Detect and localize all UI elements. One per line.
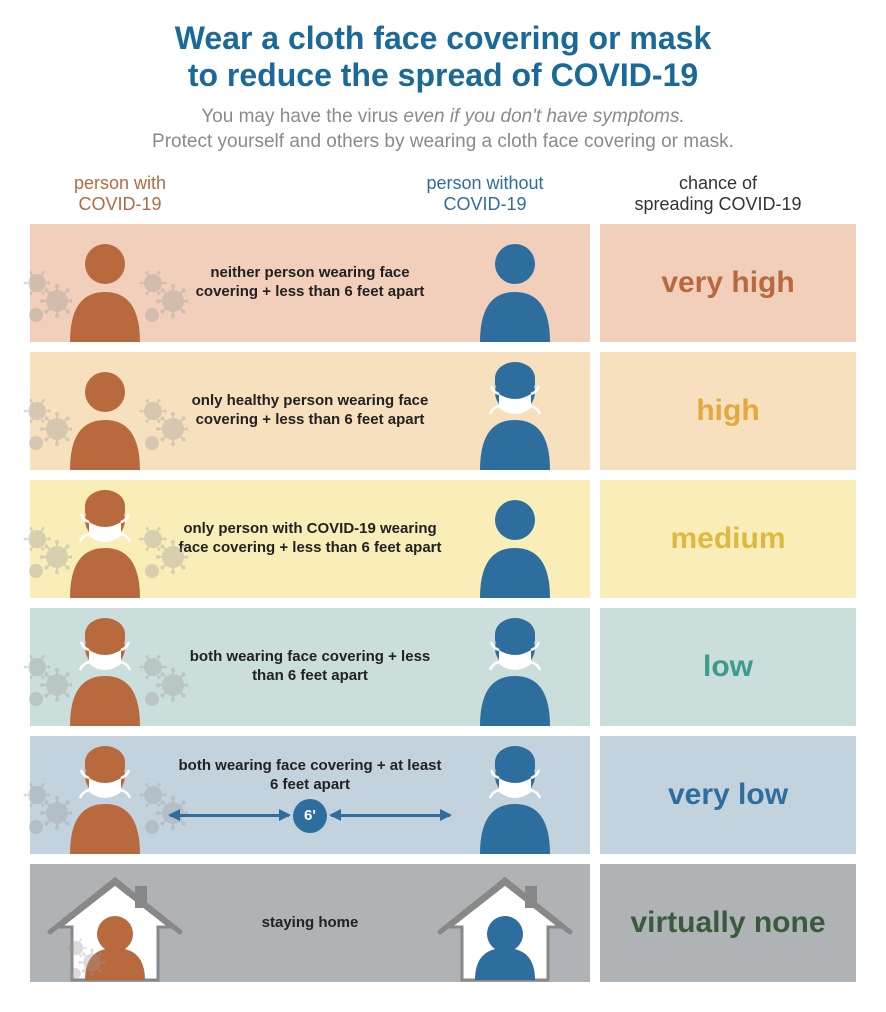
col-header-chance: chance ofspreading COVID-19 xyxy=(580,173,856,216)
house-healthy xyxy=(430,864,580,982)
person-infected xyxy=(40,352,170,470)
col-header-infected: person withCOVID-19 xyxy=(30,173,210,216)
distance-indicator: 6' xyxy=(170,799,450,833)
scenario-desc: both wearing face covering + at least 6 … xyxy=(170,757,450,795)
virus-icon xyxy=(22,519,72,594)
chance-text: virtually none xyxy=(630,906,825,940)
person-infected xyxy=(40,736,170,854)
person-healthy xyxy=(450,608,580,726)
subtitle: You may have the virus even if you don't… xyxy=(30,104,856,155)
chance-text: very high xyxy=(661,266,794,300)
person-healthy xyxy=(450,224,580,342)
title-line-2: to reduce the spread of COVID-19 xyxy=(188,57,698,93)
col-header-healthy: person withoutCOVID-19 xyxy=(210,173,580,216)
scenario-middle: only person with COVID-19 wearing face c… xyxy=(170,520,450,558)
scenario-cell: staying home xyxy=(30,864,590,982)
risk-row-2: only person with COVID-19 wearing face c… xyxy=(30,480,856,598)
scenario-cell: neither person wearing face covering + l… xyxy=(30,224,590,342)
scenario-middle: only healthy person wearing face coverin… xyxy=(170,392,450,430)
scenario-middle: both wearing face covering + less than 6… xyxy=(170,648,450,686)
distance-badge: 6' xyxy=(293,799,327,833)
scenario-desc: only person with COVID-19 wearing face c… xyxy=(170,520,450,558)
scenario-desc: neither person wearing face covering + l… xyxy=(170,264,450,302)
chance-text: low xyxy=(703,650,753,684)
chance-text: very low xyxy=(668,778,788,812)
chance-text: high xyxy=(696,394,759,428)
rows-container: neither person wearing face covering + l… xyxy=(30,224,856,982)
subtitle-pre: You may have the virus xyxy=(201,106,403,127)
person-healthy xyxy=(450,736,580,854)
column-headers: person withCOVID-19 person withoutCOVID-… xyxy=(30,173,856,216)
virus-icon xyxy=(138,647,188,722)
chance-text: medium xyxy=(670,522,785,556)
virus-icon xyxy=(22,391,72,466)
main-title: Wear a cloth face covering or mask to re… xyxy=(30,20,856,94)
subtitle-em: even if you don't have symptoms. xyxy=(403,106,684,127)
risk-row-0: neither person wearing face covering + l… xyxy=(30,224,856,342)
risk-row-4: both wearing face covering + at least 6 … xyxy=(30,736,856,854)
virus-icon xyxy=(138,775,188,850)
subtitle-line-2: Protect yourself and others by wearing a… xyxy=(152,131,734,152)
scenario-cell: only healthy person wearing face coverin… xyxy=(30,352,590,470)
scenario-middle: both wearing face covering + at least 6 … xyxy=(170,757,450,833)
chance-cell: very low xyxy=(600,736,856,854)
virus-icon xyxy=(22,647,72,722)
chance-cell: high xyxy=(600,352,856,470)
scenario-middle: neither person wearing face covering + l… xyxy=(170,264,450,302)
scenario-desc: both wearing face covering + less than 6… xyxy=(170,648,450,686)
header: Wear a cloth face covering or mask to re… xyxy=(30,20,856,155)
person-infected xyxy=(40,224,170,342)
virus-icon xyxy=(138,519,188,594)
chance-cell: very high xyxy=(600,224,856,342)
chance-cell: low xyxy=(600,608,856,726)
scenario-middle: staying home xyxy=(190,914,430,933)
person-healthy xyxy=(450,480,580,598)
person-infected xyxy=(40,480,170,598)
person-infected xyxy=(40,608,170,726)
risk-row-1: only healthy person wearing face coverin… xyxy=(30,352,856,470)
scenario-cell: both wearing face covering + at least 6 … xyxy=(30,736,590,854)
chance-cell: virtually none xyxy=(600,864,856,982)
title-line-1: Wear a cloth face covering or mask xyxy=(175,20,712,56)
virus-icon xyxy=(138,391,188,466)
scenario-desc: only healthy person wearing face coverin… xyxy=(170,392,450,430)
scenario-cell: both wearing face covering + less than 6… xyxy=(30,608,590,726)
scenario-cell: only person with COVID-19 wearing face c… xyxy=(30,480,590,598)
house-infected xyxy=(40,864,190,982)
virus-icon xyxy=(138,263,188,338)
risk-row-3: both wearing face covering + less than 6… xyxy=(30,608,856,726)
virus-icon xyxy=(22,263,72,338)
chance-cell: medium xyxy=(600,480,856,598)
risk-row-5: staying home virtually none xyxy=(30,864,856,982)
virus-icon xyxy=(22,775,72,850)
scenario-desc: staying home xyxy=(254,914,367,933)
person-healthy xyxy=(450,352,580,470)
